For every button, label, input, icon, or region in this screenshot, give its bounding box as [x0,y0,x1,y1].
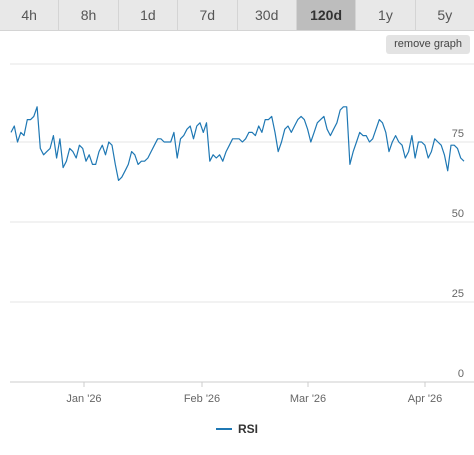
y-tick-label-0: 0 [458,368,464,380]
rsi-chart: 0 25 50 75 Jan '26 Feb '26 Mar '26 Apr '26 [10,63,474,405]
x-tick-label-2: Mar '26 [290,393,326,405]
y-tick-label-25: 25 [452,288,464,300]
tab-5y[interactable]: 5y [437,7,453,23]
legend-label[interactable]: RSI [237,422,258,436]
y-tick-label-75: 75 [452,128,464,140]
tab-8h[interactable]: 8h [59,0,119,30]
remove-graph-button[interactable]: remove graph [386,35,470,54]
x-tick-label-0: Jan '26 [66,393,101,405]
x-tick-label-1: Feb '26 [184,393,220,405]
tab-1y[interactable]: 1y [356,0,416,30]
tab-1d[interactable]: 1d [119,0,179,30]
tab-30d[interactable]: 30d [238,0,297,30]
timeframe-tabs: 4h 8h 1d 7d 30d 120d 1y 5y [0,0,474,31]
chart-legend: RSI [0,419,474,439]
y-tick-label-50: 50 [452,208,464,220]
legend-swatch [215,428,232,430]
series-line-rsi [10,106,465,181]
tab-120d[interactable]: 120d [296,0,357,30]
x-tick-label-3: Apr '26 [408,393,443,405]
tab-7d[interactable]: 7d [178,0,238,30]
tab-4h[interactable]: 4h [0,0,60,30]
